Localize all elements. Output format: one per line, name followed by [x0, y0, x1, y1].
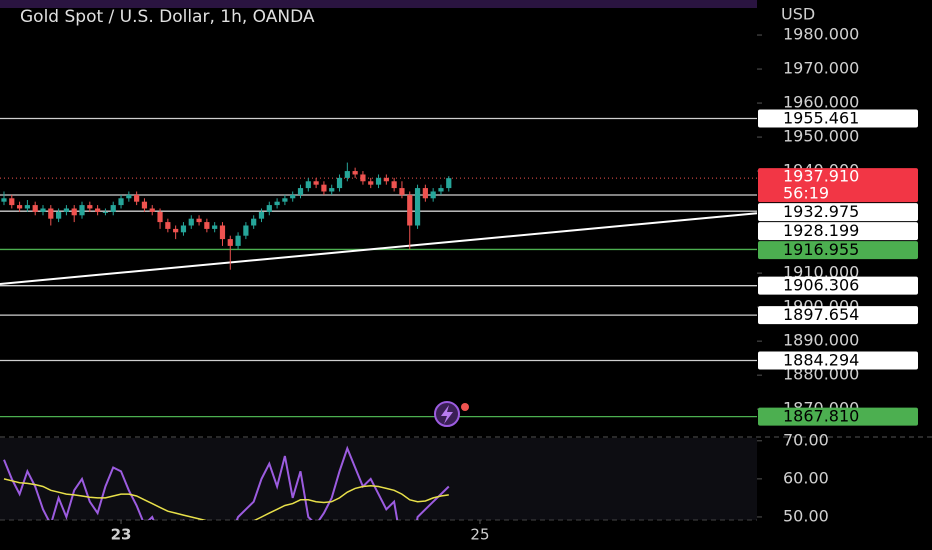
candle-body: [110, 205, 116, 212]
level-box: [758, 276, 918, 295]
candle-body: [219, 225, 226, 240]
candle-body: [336, 177, 343, 189]
candle-body: [243, 225, 249, 236]
candle-body: [235, 235, 241, 246]
candle-body: [313, 181, 319, 185]
candle-body: [102, 211, 109, 213]
y-tick-label: 1950.000: [783, 127, 859, 146]
candle-body: [126, 194, 132, 199]
candle-body: [422, 188, 428, 199]
rsi-line: [3, 478, 449, 520]
candle-body: [407, 194, 413, 226]
x-tick-label: 23: [111, 526, 132, 544]
price-pane: [0, 117, 757, 418]
level-box: [758, 306, 918, 325]
candle-body: [329, 188, 335, 192]
candle-body: [173, 228, 179, 233]
candle-body: [344, 171, 350, 178]
last-price-label: 1937.910: [783, 167, 859, 186]
candle-body: [352, 171, 358, 175]
rsi-tick-label: 50.00: [783, 506, 829, 525]
candle-body: [414, 188, 421, 226]
candle-body: [391, 181, 397, 189]
candle-body: [63, 208, 70, 212]
candle-body: [48, 208, 54, 219]
candle-body: [282, 198, 288, 202]
last-price-box: [758, 168, 918, 203]
candle-body: [399, 188, 405, 195]
level-label: 1897.654: [783, 305, 859, 324]
level-box: [758, 407, 918, 426]
candle-body: [180, 225, 187, 233]
candle-body: [24, 205, 30, 209]
candle-body: [274, 201, 280, 206]
level-box: [758, 109, 918, 128]
candle-body: [438, 188, 444, 192]
candle-body: [212, 225, 218, 229]
candle-body: [1, 198, 7, 202]
currency: USD: [781, 5, 815, 24]
candle-body: [383, 177, 389, 182]
candle-body: [16, 205, 23, 209]
rsi-tick-label: 70.00: [783, 430, 829, 449]
level-label: 1884.294: [783, 351, 859, 370]
candle-body: [157, 211, 163, 223]
level-label: 1932.975: [783, 202, 859, 221]
candle-body: [290, 194, 296, 199]
candle-body: [32, 205, 38, 212]
candle-body: [446, 178, 452, 189]
y-tick-label: 1980.000: [783, 25, 859, 44]
level-box: [758, 241, 918, 260]
top-bar: [0, 0, 757, 8]
level-box: [758, 222, 918, 241]
level-label: 1955.461: [783, 108, 859, 127]
candle-body: [87, 205, 93, 209]
rsi-pane: [0, 438, 757, 520]
candle-body: [258, 211, 265, 219]
candle-body: [305, 181, 311, 189]
level-box: [758, 203, 918, 222]
candle-body: [375, 177, 382, 185]
level-box: [758, 351, 918, 370]
y-tick-label: 1890.000: [783, 331, 859, 350]
y-tick-label: 1970.000: [783, 59, 859, 78]
candle-body: [149, 208, 155, 212]
candle-body: [196, 218, 202, 223]
candle-body: [297, 188, 304, 195]
candle-body: [321, 184, 327, 192]
countdown: 56:19: [783, 184, 829, 203]
candle-body: [134, 194, 140, 202]
chart-title: Gold Spot / U.S. Dollar, 1h, OANDA: [20, 7, 315, 27]
rsi-lines: [3, 445, 450, 520]
candle-body: [118, 198, 124, 206]
candle-body: [95, 208, 101, 212]
candle-body: [430, 191, 436, 199]
rsi-tick-label: 60.00: [783, 468, 829, 487]
y-tick-label: 1960.000: [783, 93, 859, 112]
x-tick-label: 25: [470, 526, 489, 544]
candle-body: [227, 239, 233, 246]
candle-body: [360, 174, 366, 182]
candle-body: [251, 218, 257, 226]
candle-body: [188, 218, 194, 226]
candle-body: [141, 201, 148, 209]
candle-body: [266, 205, 272, 212]
candle-body: [368, 181, 374, 185]
candle-body: [79, 205, 85, 216]
level-label: 1867.810: [783, 407, 859, 426]
level-label: 1928.199: [783, 221, 859, 240]
candle-body: [9, 198, 15, 206]
candle-body: [204, 222, 210, 229]
candle-body: [71, 208, 77, 216]
level-label: 1916.955: [783, 240, 859, 259]
trendline: [0, 212, 757, 285]
candle-body: [40, 208, 46, 212]
candle-body: [165, 222, 171, 229]
price-axis: 1980.0001970.0001960.0001950.0001940.000…: [757, 25, 918, 525]
alert-icon: [434, 401, 469, 427]
level-label: 1906.306: [783, 276, 859, 295]
candle-body: [56, 211, 62, 219]
